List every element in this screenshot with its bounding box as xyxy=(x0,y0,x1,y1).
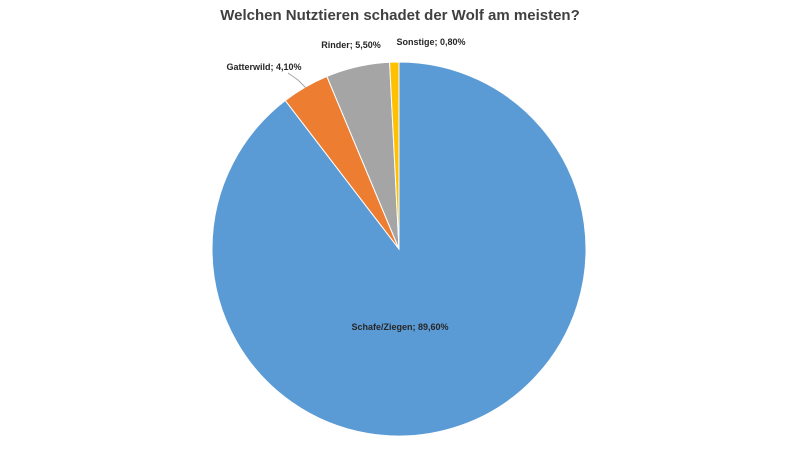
slice-label-sonstige: Sonstige; 0,80% xyxy=(396,37,465,47)
slice-label-rinder: Rinder; 5,50% xyxy=(321,40,381,50)
slice-label-gatterwild: Gatterwild; 4,10% xyxy=(226,62,301,72)
pie-slice-sonstige xyxy=(389,61,400,250)
slice-label-schafe-ziegen: Schafe/Ziegen; 89,60% xyxy=(351,322,448,332)
chart-title: Welchen Nutztieren schadet der Wolf am m… xyxy=(220,7,580,24)
leader-line xyxy=(287,72,307,89)
